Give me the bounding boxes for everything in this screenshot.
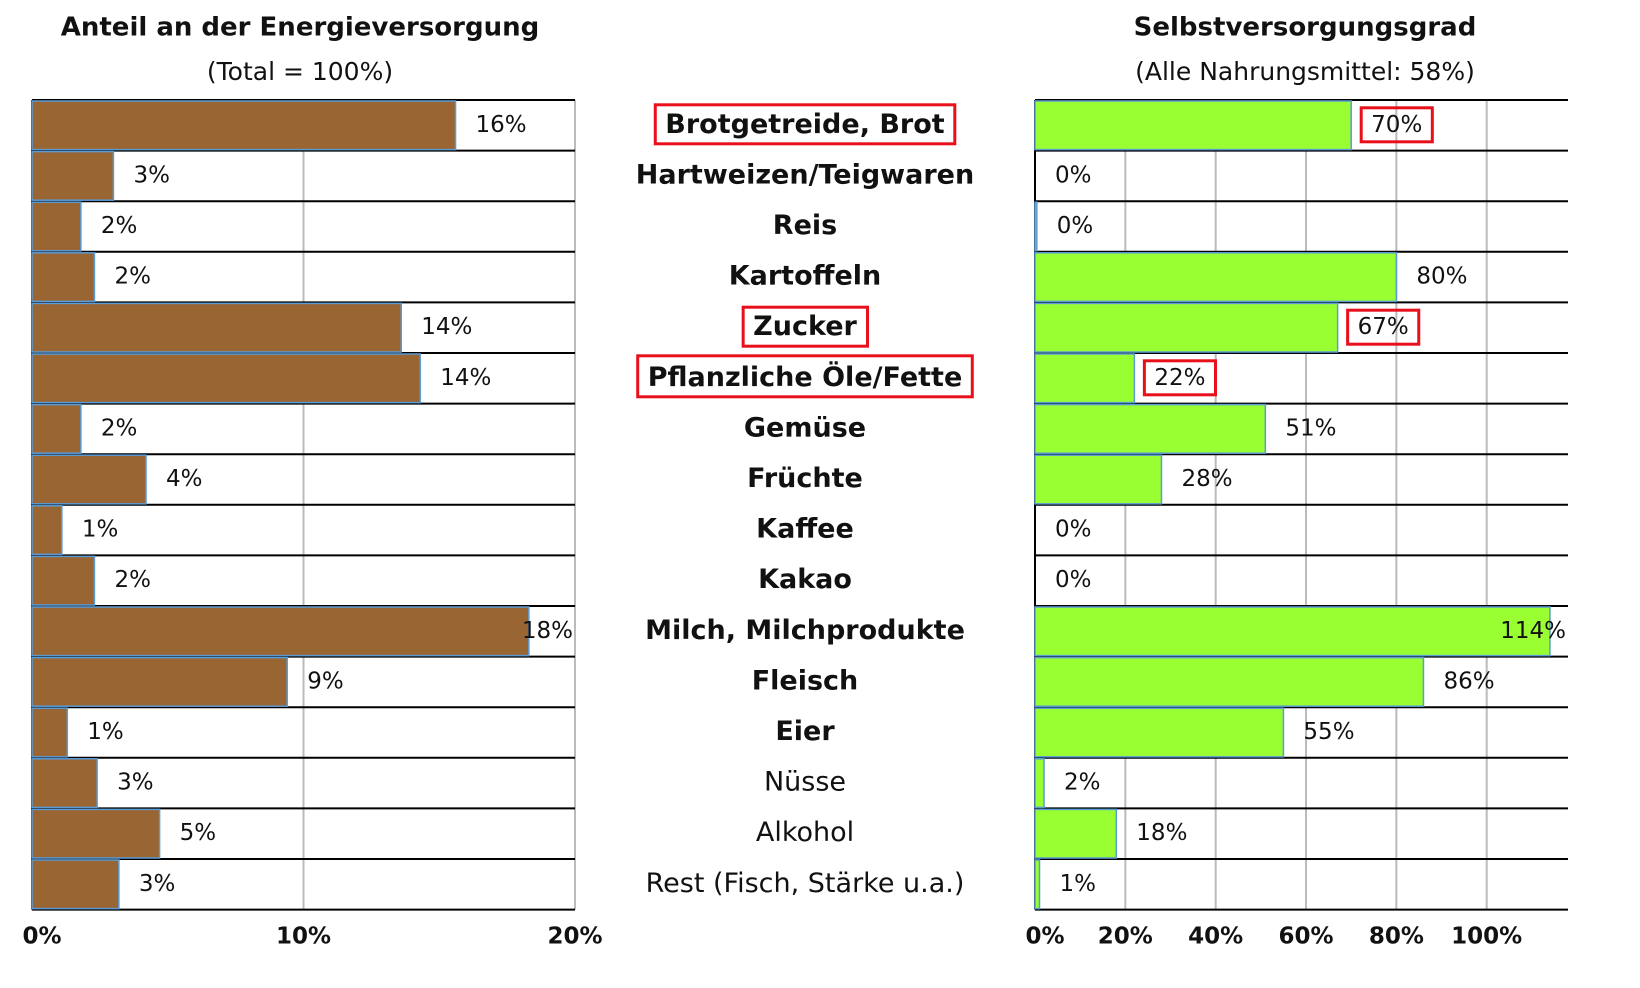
value-label: 16%	[476, 112, 527, 138]
value-label: 114%	[1500, 618, 1566, 644]
value-label: 5%	[180, 820, 217, 846]
bar	[31, 505, 63, 556]
bar	[1034, 808, 1118, 859]
x-tick-label: 40%	[1188, 924, 1243, 950]
chart-subtitle: (Alle Nahrungsmittel: 58%)	[1135, 57, 1475, 86]
x-tick-label: 20%	[1098, 924, 1153, 950]
value-label: 3%	[117, 770, 154, 796]
bar	[1034, 302, 1339, 353]
value-label: 51%	[1285, 415, 1336, 441]
bar	[1034, 606, 1551, 657]
bar	[31, 403, 82, 454]
bar	[31, 201, 82, 252]
value-label: 9%	[307, 668, 344, 694]
bar	[31, 656, 288, 707]
bar	[1034, 859, 1041, 910]
value-label: 18%	[1136, 820, 1187, 846]
bar	[1034, 707, 1285, 758]
value-label: 3%	[139, 871, 176, 897]
category-label: Kartoffeln	[729, 261, 882, 292]
highlight-box	[741, 305, 870, 348]
bar	[1034, 403, 1267, 454]
value-label: 2%	[114, 264, 151, 290]
value-label: 2%	[101, 213, 137, 239]
category-label: Alkohol	[756, 817, 854, 848]
x-tick-label: 80%	[1369, 924, 1424, 950]
bar	[1034, 656, 1425, 707]
bar	[31, 302, 402, 353]
value-label: 1%	[1060, 871, 1097, 897]
bar	[31, 758, 98, 809]
bar	[31, 859, 120, 910]
highlight-box	[653, 103, 957, 146]
bar	[1034, 201, 1038, 252]
category-label: Eier	[775, 716, 835, 747]
value-label: 3%	[133, 162, 170, 188]
highlight-box	[1359, 106, 1434, 144]
x-tick-label: 20%	[547, 924, 602, 950]
category-label: Zucker	[753, 311, 857, 342]
category-label: Milch, Milchprodukte	[645, 615, 965, 646]
value-label: 28%	[1181, 466, 1232, 492]
value-label: 0%	[1055, 567, 1092, 593]
bar	[31, 150, 115, 201]
value-label: 1%	[82, 517, 119, 543]
category-label: Kakao	[758, 564, 852, 595]
value-label: 0%	[1057, 213, 1094, 239]
value-label: 0%	[1055, 517, 1092, 543]
value-label: 70%	[1371, 112, 1422, 138]
category-label: Rest (Fisch, Stärke u.a.)	[646, 868, 965, 899]
x-tick-label: 60%	[1278, 924, 1333, 950]
x-tick-label: 10%	[276, 924, 331, 950]
category-label: Brotgetreide, Brot	[665, 109, 945, 140]
highlight-box	[636, 354, 974, 399]
value-label: 2%	[101, 415, 137, 441]
category-label: Pflanzliche Öle/Fette	[648, 360, 963, 393]
bar	[31, 808, 161, 859]
highlight-box	[1142, 359, 1217, 397]
bar	[31, 555, 96, 606]
category-label: Hartweizen/Teigwaren	[636, 159, 974, 190]
value-label: 1%	[87, 719, 124, 745]
category-label: Fleisch	[752, 665, 859, 696]
value-label: 4%	[166, 466, 203, 492]
x-tick-label: 0%	[1025, 924, 1064, 950]
value-label: 14%	[440, 365, 491, 391]
highlight-box	[1346, 308, 1421, 346]
bar	[31, 353, 421, 404]
value-label: 80%	[1416, 264, 1467, 290]
x-tick-label: 0%	[22, 924, 61, 950]
bar	[1034, 353, 1136, 404]
bar	[1034, 454, 1163, 505]
value-label: 18%	[522, 618, 573, 644]
bar	[31, 454, 147, 505]
value-label: 86%	[1443, 668, 1494, 694]
value-label: 67%	[1358, 314, 1409, 340]
category-label: Gemüse	[744, 412, 866, 443]
category-label: Früchte	[747, 463, 863, 494]
bar	[31, 252, 96, 303]
bar	[1034, 758, 1045, 809]
bar	[31, 100, 457, 151]
chart-title: Selbstversorgungsgrad	[1134, 13, 1477, 43]
bar	[31, 707, 69, 758]
bar	[1034, 100, 1352, 151]
bar	[31, 606, 530, 657]
value-label: 22%	[1154, 365, 1205, 391]
value-label: 55%	[1303, 719, 1354, 745]
chart-title: Anteil an der Energieversorgung	[61, 13, 540, 43]
value-label: 0%	[1055, 162, 1092, 188]
category-label: Kaffee	[756, 514, 854, 545]
chart-subtitle: (Total = 100%)	[207, 57, 393, 86]
value-label: 2%	[1064, 770, 1101, 796]
bar	[1034, 252, 1398, 303]
value-label: 14%	[421, 314, 472, 340]
category-label: Nüsse	[764, 767, 846, 798]
category-label: Reis	[773, 210, 837, 241]
x-tick-label: 100%	[1451, 924, 1522, 950]
value-label: 2%	[114, 567, 151, 593]
